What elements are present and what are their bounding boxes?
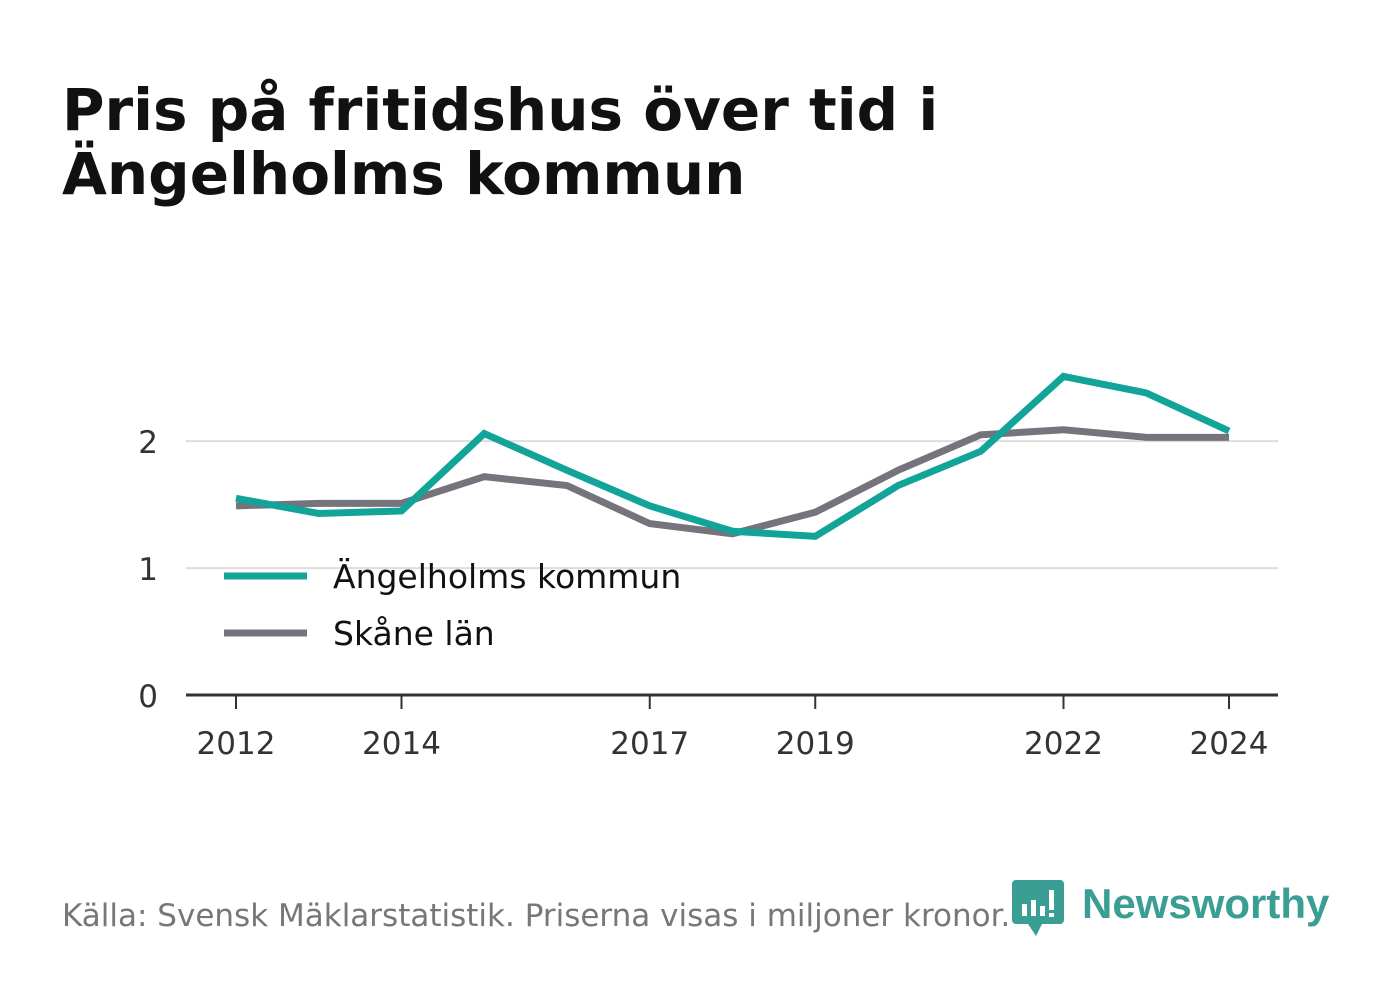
x-axis: 2012 2014 2017 2019 2022 2024 <box>186 693 1278 762</box>
series-line <box>235 426 1229 538</box>
series-lines <box>235 372 1231 540</box>
legend-label: Ängelholms kommun <box>333 557 681 596</box>
brand-logo: Newsworthy <box>1010 878 1330 942</box>
x-tick-label: 2022 <box>1024 726 1103 762</box>
series-line <box>235 372 1231 540</box>
y-tick-label: 0 <box>138 679 158 715</box>
gridlines <box>186 440 1278 570</box>
y-tick-label: 1 <box>138 552 158 588</box>
x-tick-label: 2017 <box>610 726 689 762</box>
x-tick-label: 2019 <box>776 726 855 762</box>
chart-title: Pris på fritidshus över tid i Ängelholms… <box>62 76 939 208</box>
y-axis-ticks: 0 1 2 <box>138 425 158 715</box>
legend: Ängelholms kommun Skåne län <box>224 557 681 653</box>
x-tick-label: 2012 <box>197 726 276 762</box>
newsworthy-logo-icon <box>1012 880 1064 936</box>
brand-name: Newsworthy <box>1082 880 1330 927</box>
source-note: Källa: Svensk Mäklarstatistik. Priserna … <box>62 898 1011 934</box>
legend-label: Skåne län <box>333 614 495 653</box>
x-tick-label: 2014 <box>362 726 441 762</box>
line-chart: 0 1 2 2012 2014 2017 2019 2022 2024 Ängelholms … <box>138 372 1278 762</box>
y-tick-label: 2 <box>138 425 158 461</box>
x-tick-label: 2024 <box>1190 726 1269 762</box>
